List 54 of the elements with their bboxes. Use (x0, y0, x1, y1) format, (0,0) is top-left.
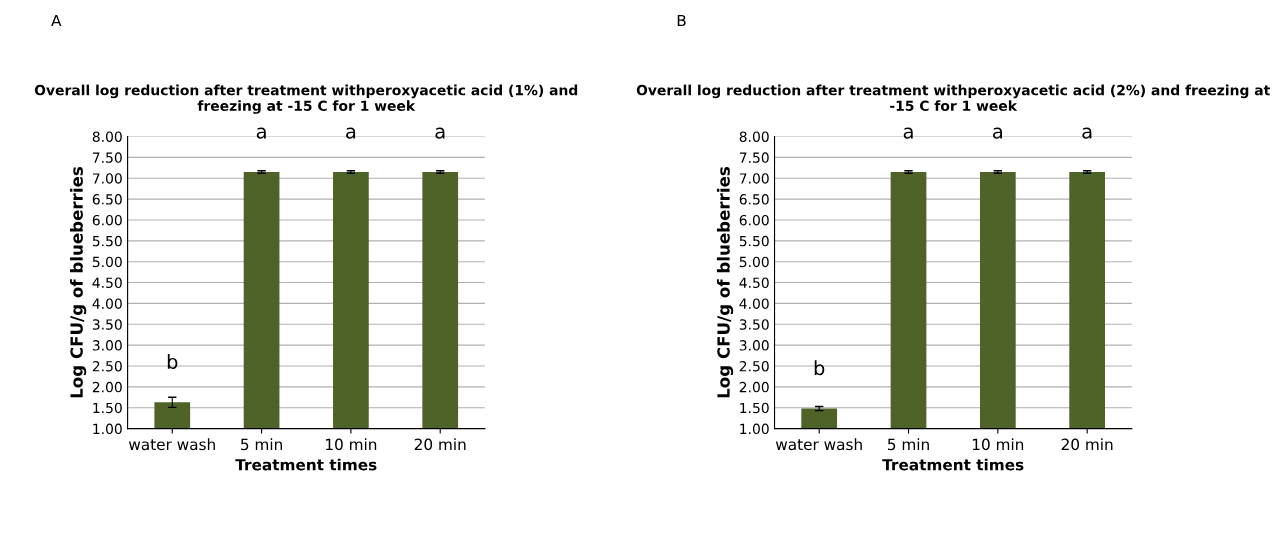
y-tick-label: 7.00 (92, 173, 122, 184)
y-tick-label: 1.00 (740, 423, 769, 435)
annotation: b (814, 360, 825, 376)
y-tick-label: 5.00 (92, 256, 122, 268)
y-tick-label: 7.50 (92, 152, 122, 163)
y-tick-label: 2.50 (92, 360, 122, 372)
y-axis-title: Log CFU/g of blueberries (70, 167, 87, 398)
y-tick-label: 2.50 (739, 360, 769, 372)
text: A (51, 14, 62, 27)
x-tick-label: 5 min (888, 438, 929, 451)
y-tick-label: 1.00 (93, 423, 122, 435)
y-tick-label: 6.50 (92, 194, 122, 205)
y-tick-label: 4.00 (92, 298, 122, 309)
y-tick-label: 4.50 (739, 277, 769, 289)
annotation: a (1082, 127, 1092, 139)
y-tick-label: 8.00 (92, 131, 122, 142)
x-axis-title: Treatment times (882, 458, 1024, 471)
y-tick-label: 3.00 (92, 340, 122, 351)
y-tick-label: 6.00 (739, 214, 769, 226)
y-tick-label: 2.00 (739, 381, 769, 393)
y-tick-label: 1.50 (93, 402, 122, 414)
y-tick-label: 6.00 (92, 214, 122, 226)
x-axis-title: Treatment times (235, 458, 377, 471)
y-tick-label: 4.50 (92, 277, 122, 289)
x-tick-label: 10 min (972, 438, 1024, 451)
annotation: a (435, 127, 445, 139)
annotation: a (256, 127, 266, 139)
annotation: b (167, 354, 178, 370)
x-tick-label: water wash (128, 438, 215, 451)
annotation: a (346, 127, 356, 139)
y-tick-label: 2.00 (92, 381, 122, 393)
y-tick-label: 5.00 (739, 256, 769, 268)
annotation: a (993, 127, 1003, 139)
y-tick-label: 7.00 (739, 173, 769, 184)
y-tick-label: 3.50 (92, 319, 122, 330)
text: B (677, 14, 686, 27)
x-tick-label: 20 min (1061, 438, 1113, 451)
y-tick-label: 5.50 (92, 235, 122, 247)
x-tick-label: water wash (775, 438, 862, 451)
x-tick-label: 5 min (241, 438, 282, 451)
y-tick-label: 6.50 (739, 194, 769, 205)
y-tick-label: 7.50 (739, 152, 769, 163)
chart-title: Overall log reduction after treatment withperoxyacetic acid (2%) and freezing at -15 C for 1 week (636, 84, 1270, 112)
annotation: a (903, 127, 913, 139)
y-axis-title: Log CFU/g of blueberries (716, 167, 734, 398)
y-tick-label: 5.50 (739, 235, 769, 247)
y-tick-label: 4.00 (739, 298, 769, 309)
x-tick-label: 20 min (414, 438, 466, 451)
chart-title: Overall log reduction after treatment withperoxyacetic acid (1%) and freezing at -15 C for 1 week (34, 84, 578, 114)
y-tick-label: 8.00 (739, 131, 769, 142)
y-tick-label: 3.00 (739, 340, 769, 351)
x-tick-label: 10 min (326, 438, 377, 451)
y-tick-label: 3.50 (739, 319, 769, 330)
y-tick-label: 1.50 (740, 402, 769, 414)
